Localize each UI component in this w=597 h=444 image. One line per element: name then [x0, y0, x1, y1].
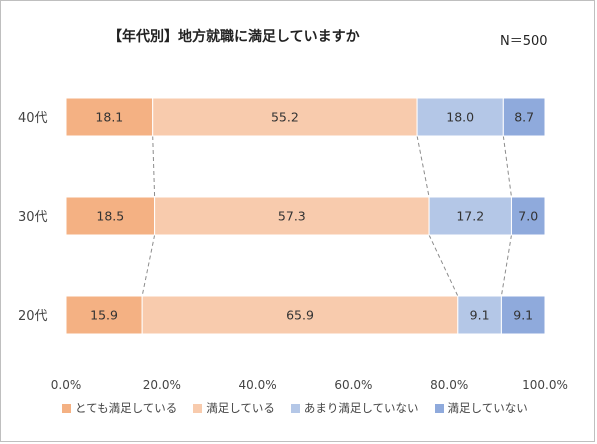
bar-segment [141, 295, 459, 335]
data-label: 57.3 [278, 209, 306, 224]
legend-label: 満足していない [447, 401, 528, 415]
legend-item: とても満足している [62, 400, 177, 416]
data-label: 9.1 [470, 308, 490, 323]
data-label: 17.2 [456, 209, 484, 224]
bar-segment [502, 97, 546, 137]
x-tick-label: 80.0% [430, 378, 468, 392]
chart-title: 【年代別】地方就職に満足していますか [108, 29, 360, 45]
legend-swatch [62, 403, 71, 413]
x-tick-label: 40.0% [239, 378, 277, 392]
data-label: 18.0 [446, 110, 474, 125]
connector-line [500, 234, 512, 297]
data-label: 9.1 [513, 308, 533, 323]
x-tick-label: 20.0% [143, 378, 181, 392]
bar-segment [457, 295, 502, 335]
bar-segment [65, 295, 143, 335]
category-label: 40代 [18, 111, 48, 126]
connector-line [428, 234, 459, 297]
bar-segment [65, 97, 154, 137]
legend-label: 満足している [206, 401, 275, 415]
legend-item: あまり満足していない [290, 400, 419, 416]
legend-item: 満足している [193, 400, 275, 416]
connector-line [416, 135, 430, 198]
legend-item: 満足していない [434, 400, 528, 416]
legend-label: あまり満足していない [303, 401, 419, 415]
data-label: 18.1 [95, 110, 123, 125]
category-label: 20代 [18, 309, 48, 324]
category-label: 30代 [18, 210, 48, 225]
connector-line [141, 234, 156, 297]
bar-segment [510, 196, 546, 236]
bar-segment [65, 196, 156, 236]
sample-size-label: N＝500 [500, 34, 548, 49]
data-label: 55.2 [271, 110, 299, 125]
data-label: 18.5 [96, 209, 124, 224]
bar-segment [154, 196, 430, 236]
x-tick-label: 60.0% [334, 378, 372, 392]
data-label: 15.9 [90, 308, 118, 323]
connector-line [152, 135, 156, 198]
x-tick-label: 100.0% [522, 378, 568, 392]
legend: とても満足している 満足している あまり満足していない 満足していない [62, 400, 528, 416]
data-label: 8.7 [514, 110, 534, 125]
legend-swatch [290, 403, 300, 413]
bar-segment [416, 97, 504, 137]
data-label: 65.9 [286, 308, 314, 323]
data-label: 7.0 [518, 209, 538, 224]
x-tick-label: 0.0% [51, 378, 82, 392]
legend-swatch [193, 403, 203, 413]
bar-segment [428, 196, 512, 236]
bar-segment [500, 295, 546, 335]
connector-line [502, 135, 512, 198]
legend-label: とても満足している [75, 401, 178, 415]
legend-swatch [434, 403, 444, 413]
